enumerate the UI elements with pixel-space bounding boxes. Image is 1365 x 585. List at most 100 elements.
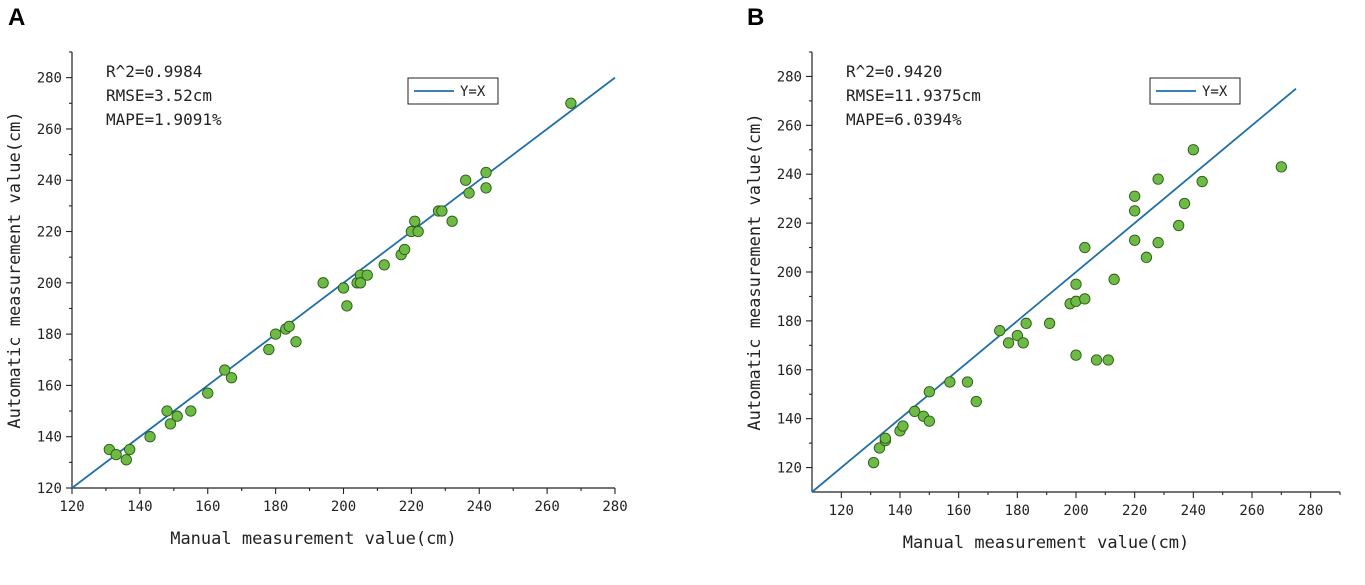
panel-a-data-point [409,215,421,227]
panel-a-data-point [120,454,132,466]
panel-a-data-point [463,187,475,199]
panel-b-data-point [944,376,956,388]
panel-b-stat-mape: MAPE=6.0394% [846,110,962,129]
panel-a-x-tick-label: 140 [127,499,152,515]
panel-b-stats: R^2=0.9420 RMSE=11.9375cm MAPE=6.0394% [846,62,981,129]
panel-a-stats: R^2=0.9984 RMSE=3.52cm MAPE=1.9091% [106,62,222,129]
panel-a-data-point [565,97,577,109]
panel-a-stat-r2: R^2=0.9984 [106,62,202,81]
panel-b-x-tick-label: 180 [1005,503,1030,519]
panel-a-data-point [341,300,353,312]
panel-a-data-point [219,364,231,376]
panel-a-data-point [354,277,367,289]
panel-a-data-point [263,343,275,356]
panel-b-x-tick-label: 240 [1181,503,1206,519]
panel-b-data-point [1108,273,1120,285]
panel-a-data-point [144,431,156,443]
panel-b-y-axis-title: Automatic measurement value(cm) [745,113,765,430]
panel-b-data-point [1043,317,1056,329]
panel-a-legend-label: Y=X [460,84,486,100]
panel-b-data-point [961,376,974,388]
panel-a-y-tick-label: 260 [37,122,62,138]
panel-b-x-tick-label: 260 [1239,503,1264,519]
panel-a-data-point [290,336,302,348]
panel-b-data-point [1152,237,1164,249]
panel-a-x-tick-label: 260 [534,499,559,515]
panel-a-x-axis-title: Manual measurement value(cm) [170,529,457,549]
panel-b-data-point [1102,354,1114,366]
panel-b-stat-rmse: RMSE=11.9375cm [846,86,981,105]
panel-a-letter: A [8,4,25,31]
panel-a-x-tick-label: 200 [331,499,356,515]
panel-a-data-point [161,405,173,417]
panel-a-stat-rmse: RMSE=3.52cm [106,86,212,105]
panel-b-y-tick-label: 260 [777,118,802,134]
panel-b-x-tick-label: 120 [829,503,854,519]
panel-a-data-point [171,410,183,422]
panel-b-x-tick-label: 160 [946,503,971,519]
panel-b-y-tick-label: 220 [777,216,802,232]
panel-a-x-tick-label: 280 [602,499,627,515]
panel-a-data-point [317,277,329,289]
panel-a-y-tick-label: 220 [37,225,62,241]
panel-b-y-ticks: 120 140 160 180 200 220 240 260 280 [777,51,812,477]
panel-a-legend: Y=X [407,77,499,105]
panel-b-y-tick-label: 180 [777,314,802,330]
panel-b-legend: Y=X [1149,77,1241,105]
panel-b-data-point [867,457,880,469]
panel-a-data-point [436,205,448,217]
panel-b-data-point [909,405,921,417]
panel-a-y-axis-title: Automatic measurement value(cm) [5,111,25,428]
panel-b-y-tick-label: 140 [777,412,802,428]
panel-b-data-point [1129,234,1141,246]
panel-b: B 120 140 160 180 200 220 240 260 280 1201401601… [745,4,1341,553]
panel-a-data-point [460,174,472,186]
panel-b-x-tick-label: 220 [1122,503,1147,519]
panel-b-y-tick-label: 280 [777,69,802,85]
panel-b-data-point [1129,190,1141,202]
panel-a-data-point [269,328,282,340]
panel-b-legend-label: Y=X [1202,84,1228,100]
panel-a-data-point [225,372,238,384]
panel-b-y-tick-label: 200 [777,265,802,281]
panel-b-data-point [1178,197,1191,210]
panel-b-data-point [994,325,1006,337]
panel-a-data-point [202,387,214,399]
panel-b-data-point [1070,278,1082,290]
panel-b-data-point [970,395,982,408]
panel-b-data-point [923,415,935,427]
panel-a-data-point [361,269,373,281]
panel-b-x-axis-title: Manual measurement value(cm) [903,533,1190,553]
panel-b-data-point [1020,317,1032,329]
panel-a-data-point [110,449,122,461]
panel-b-data-point [1196,175,1208,188]
panel-a-x-tick-label: 240 [467,499,492,515]
panel-a-y-tick-label: 140 [37,430,62,446]
panel-b-data-point [1070,349,1082,361]
panel-b-data-point [1187,144,1199,156]
panel-a-y-tick-label: 160 [37,378,62,394]
panel-b-y-tick-label: 240 [777,167,802,183]
panel-a-y-ticks: 120 140 160 180 200 220 240 260 280 [37,51,72,497]
panel-b-data-point [897,420,909,432]
panel-a-data-point [412,225,424,238]
panel-a-y-tick-label: 180 [37,327,62,343]
panel-b-x-ticks: 120 140 160 180 200 220 240 260 280 [829,492,1341,519]
panel-a-x-tick-label: 160 [195,499,220,515]
panel-b-data-point [1140,251,1153,263]
panel-b-data-point [1173,219,1185,232]
panel-a-x-ticks: 120 140 160 180 200 220 240 260 280 [59,488,628,515]
panel-a-data-point [337,282,350,294]
panel-a-y-tick-label: 120 [37,481,62,497]
panel-a-data-point [398,243,411,256]
panel-b-data-point [1011,329,1023,342]
panel-b-stat-r2: R^2=0.9420 [846,62,942,81]
panel-b-data-point [1152,173,1164,185]
panel-b-y-tick-label: 120 [777,461,802,477]
panel-b-x-tick-label: 140 [887,503,912,519]
panel-a-stat-mape: MAPE=1.9091% [106,110,222,129]
panel-a-points [103,97,577,466]
panel-b-reference-line [811,87,1297,493]
panel-b-data-point [873,442,886,454]
